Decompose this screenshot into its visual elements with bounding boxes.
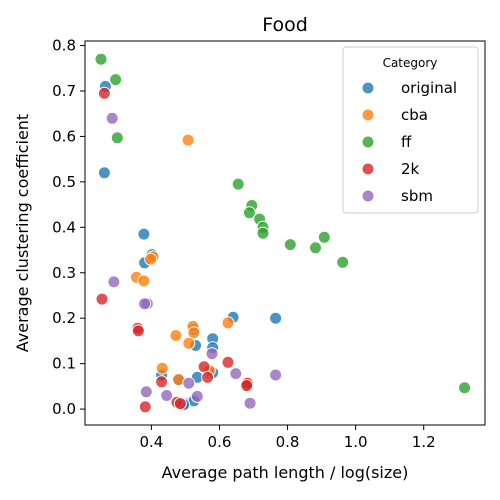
point-2k-6 (201, 370, 215, 384)
point-2k-1 (95, 292, 109, 306)
y-tick-label: 0.8 (52, 37, 76, 55)
point-ff-2 (110, 131, 124, 145)
series-original (97, 79, 283, 412)
point-cba-4 (144, 252, 158, 266)
point-sbm-9 (160, 389, 174, 402)
legend-box (342, 46, 479, 214)
point-sbm-10 (190, 389, 204, 403)
plot-points (94, 52, 472, 414)
point-2k-12 (138, 400, 152, 414)
point-cba-5 (221, 316, 235, 330)
x-tick-label: 0.8 (276, 433, 300, 451)
point-ff-8 (256, 226, 270, 240)
plot-area-frame (84, 40, 486, 426)
point-sbm-0 (105, 111, 119, 125)
point-sbm-1 (107, 275, 121, 289)
point-ff-9 (283, 238, 297, 252)
point-2k-9 (240, 379, 254, 392)
point-ff-1 (109, 73, 123, 87)
series-cba (129, 133, 254, 390)
y-axis-label: Average clustering coefficient (13, 114, 32, 352)
legend-label: 2k (401, 160, 420, 178)
x-axis-label: Average path length / log(size) (162, 463, 409, 482)
point-ff-13 (458, 381, 472, 395)
point-sbm-6 (269, 368, 283, 382)
x-tick-label: 1.2 (412, 433, 436, 451)
series-ff (94, 52, 472, 395)
legend-label: ff (401, 133, 412, 151)
legend-item-ff: ff (361, 133, 412, 151)
y-tick-label: 0.6 (52, 127, 76, 145)
point-ff-10 (317, 230, 331, 244)
point-sbm-7 (182, 376, 196, 390)
legend-item-original: original (361, 79, 457, 97)
point-2k-0 (97, 86, 111, 100)
legend-marker (361, 81, 375, 95)
chart-title: Food (262, 14, 308, 36)
legend-item-sbm: sbm (361, 187, 433, 205)
series-sbm (105, 111, 283, 410)
point-2k-11 (173, 397, 187, 411)
point-ff-11 (309, 241, 322, 255)
legend-item-2k: 2k (361, 160, 420, 178)
point-2k-7 (155, 375, 169, 389)
legend-marker (361, 189, 375, 203)
point-2k-3 (131, 324, 145, 338)
point-ff-3 (231, 177, 245, 191)
point-original-6 (269, 311, 283, 325)
legend-item-cba: cba (361, 106, 428, 124)
legend-marker (361, 162, 375, 176)
legend-marker (361, 108, 375, 122)
point-cba-2 (137, 274, 151, 288)
point-ff-0 (94, 52, 108, 66)
legend-label: cba (401, 106, 428, 124)
point-cba-10 (155, 361, 169, 375)
point-sbm-4 (205, 347, 219, 361)
legend-marker (361, 135, 375, 149)
legend: Category original cba ff 2k sbm (342, 46, 479, 214)
y-tick-label: 0.4 (52, 218, 76, 236)
x-tick-label: 0.6 (208, 433, 232, 451)
point-sbm-8 (139, 385, 153, 399)
point-ff-5 (242, 206, 256, 220)
x-tick-label: 0.4 (139, 433, 163, 451)
y-tick-label: 0.1 (52, 355, 76, 373)
point-cba-9 (182, 336, 196, 350)
y-tick-label: 0.5 (52, 173, 76, 191)
point-cba-0 (181, 133, 195, 147)
y-axis-ticks: 0.0 0.1 0.2 0.3 0.4 0.5 0.6 0.7 0.8 (52, 37, 85, 418)
x-axis-ticks: 0.4 0.6 0.8 1.0 1.2 (139, 425, 436, 451)
point-cba-7 (187, 326, 201, 340)
series-2k (95, 86, 254, 414)
point-ff-12 (336, 255, 350, 269)
legend-items: original cba ff 2k sbm (361, 79, 457, 205)
point-original-2 (137, 227, 151, 241)
y-tick-label: 0.7 (52, 82, 76, 100)
point-cba-8 (169, 329, 183, 342)
legend-title: Category (383, 56, 438, 70)
legend-label: original (401, 79, 457, 97)
point-sbm-5 (229, 367, 243, 381)
point-2k-4 (221, 355, 235, 369)
y-tick-label: 0.2 (52, 309, 76, 327)
y-tick-label: 0.0 (52, 400, 76, 418)
x-tick-label: 1.0 (344, 433, 368, 451)
y-tick-label: 0.3 (52, 264, 76, 282)
point-sbm-3 (138, 297, 152, 311)
legend-label: sbm (401, 187, 433, 205)
point-original-1 (97, 166, 111, 180)
point-sbm-11 (243, 396, 257, 410)
